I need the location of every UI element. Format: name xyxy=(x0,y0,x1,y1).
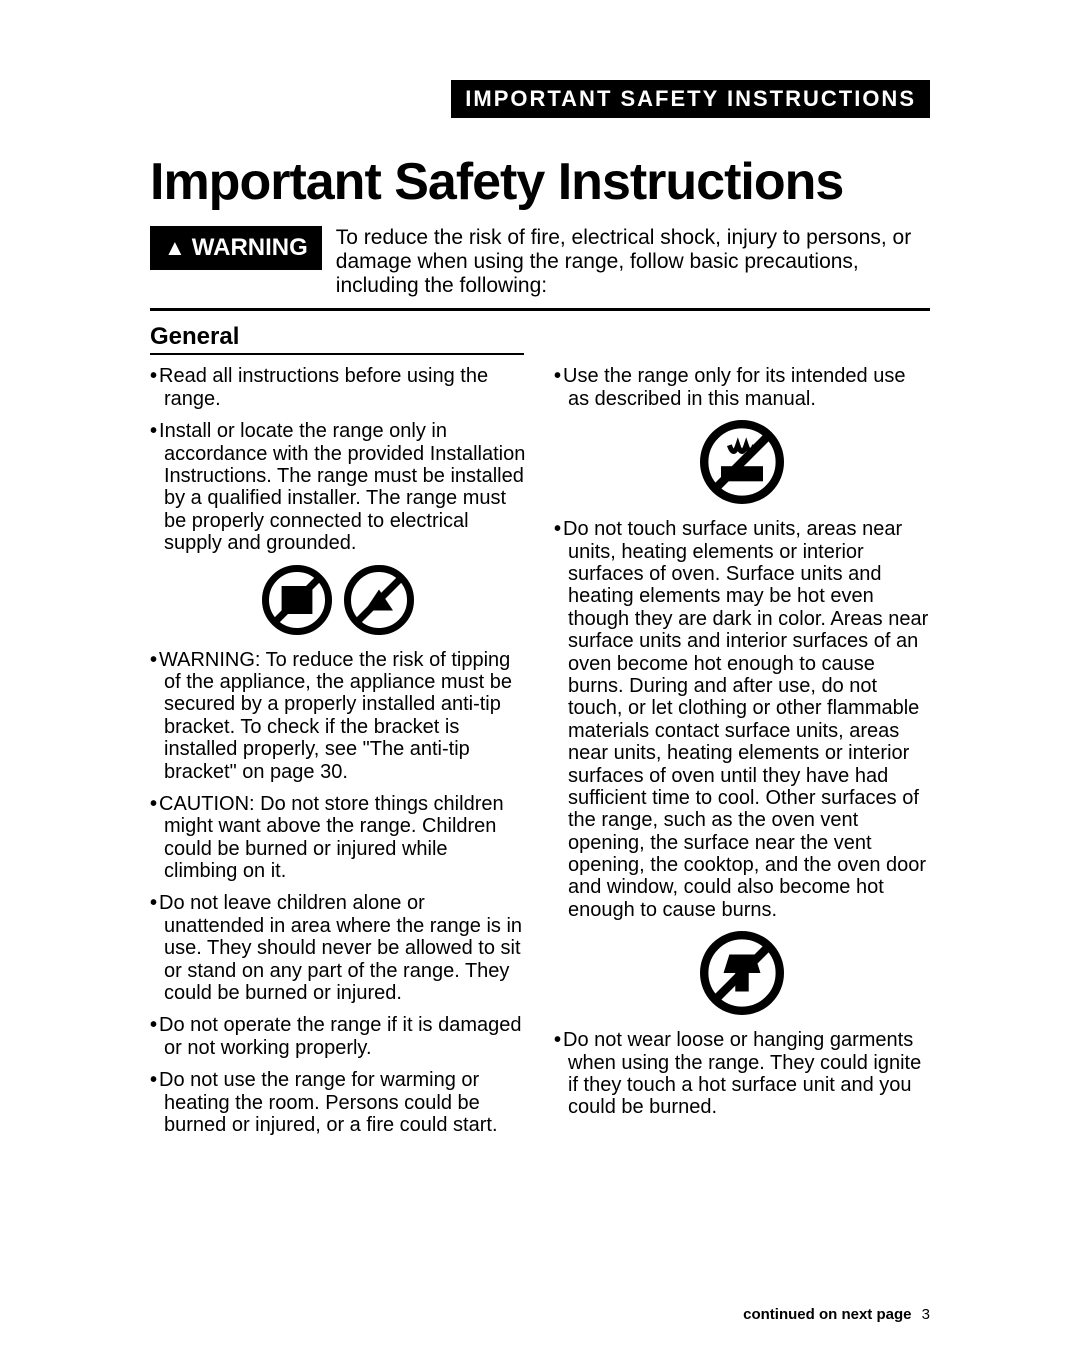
bullet-item: Do not wear loose or hanging garments wh… xyxy=(554,1029,930,1119)
header-bar: IMPORTANT SAFETY INSTRUCTIONS xyxy=(451,80,930,118)
left-bullet-list: Read all instructions before using the r… xyxy=(150,365,526,554)
bullet-item: Use the range only for its intended use … xyxy=(554,365,930,410)
right-column: Use the range only for its intended use … xyxy=(554,365,930,1146)
warning-triangle-icon: ▲ xyxy=(164,235,186,261)
section-general-heading: General xyxy=(150,323,524,355)
bullet-item: CAUTION: Do not store things children mi… xyxy=(150,793,526,883)
right-icon-row-1 xyxy=(554,420,930,504)
bullet-item: WARNING: To reduce the risk of tipping o… xyxy=(150,649,526,783)
bullet-item: Install or locate the range only in acco… xyxy=(150,420,526,554)
right-icon-row-2 xyxy=(554,931,930,1015)
page-number: 3 xyxy=(922,1306,930,1323)
bullet-item: Do not operate the range if it is damage… xyxy=(150,1014,526,1059)
right-bullet-list-top: Use the range only for its intended use … xyxy=(554,365,930,410)
bullet-item: Do not leave children alone or unattende… xyxy=(150,892,526,1004)
footer-text: continued on next page xyxy=(743,1306,911,1323)
left-bullet-list-2: WARNING: To reduce the risk of tipping o… xyxy=(150,649,526,1137)
left-icon-row xyxy=(150,565,526,635)
no-touch-stove-icon xyxy=(700,420,784,504)
bullet-item: Do not touch surface units, areas near u… xyxy=(554,518,930,921)
no-loose-clothing-icon xyxy=(700,931,784,1015)
warning-badge: ▲ WARNING xyxy=(150,226,322,270)
warning-row: ▲ WARNING To reduce the risk of fire, el… xyxy=(150,226,930,311)
right-bullet-list-mid: Do not touch surface units, areas near u… xyxy=(554,518,930,921)
bullet-item: Do not use the range for warming or heat… xyxy=(150,1069,526,1136)
bullet-item: Read all instructions before using the r… xyxy=(150,365,526,410)
body-columns: Read all instructions before using the r… xyxy=(150,365,930,1146)
no-step-icon xyxy=(344,565,414,635)
warning-text: To reduce the risk of fire, electrical s… xyxy=(336,226,930,298)
page-title: Important Safety Instructions xyxy=(150,152,930,212)
left-column: Read all instructions before using the r… xyxy=(150,365,526,1146)
right-bullet-list-bot: Do not wear loose or hanging garments wh… xyxy=(554,1029,930,1119)
no-child-climb-icon xyxy=(262,565,332,635)
warning-label: WARNING xyxy=(192,234,308,262)
footer: continued on next page 3 xyxy=(743,1306,930,1323)
